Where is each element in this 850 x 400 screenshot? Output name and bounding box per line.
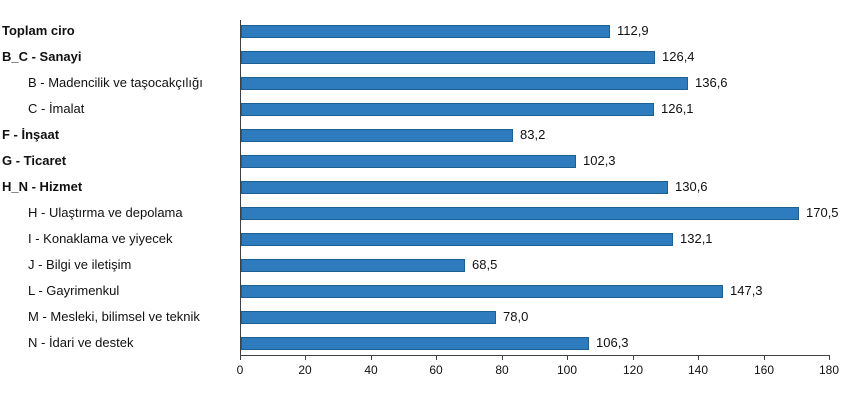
x-tick-label: 120 bbox=[622, 363, 644, 377]
category-label: Toplam ciro bbox=[2, 23, 75, 38]
bar bbox=[241, 233, 673, 246]
x-tick-label: 0 bbox=[236, 363, 244, 377]
x-tick-label: 140 bbox=[687, 363, 709, 377]
x-tick-label: 80 bbox=[495, 363, 509, 377]
value-label: 112,9 bbox=[617, 23, 649, 38]
x-tick-mark bbox=[829, 355, 830, 360]
bar bbox=[241, 181, 668, 194]
x-tick-mark bbox=[567, 355, 568, 360]
x-tick-mark bbox=[633, 355, 634, 360]
bar bbox=[241, 103, 654, 116]
bar bbox=[241, 207, 799, 220]
x-tick-label: 60 bbox=[429, 363, 443, 377]
x-tick-mark bbox=[764, 355, 765, 360]
category-label: C - İmalat bbox=[28, 101, 85, 116]
category-label: J - Bilgi ve iletişim bbox=[28, 257, 132, 272]
bar bbox=[241, 259, 465, 272]
x-tick-mark bbox=[240, 355, 241, 360]
x-tick-label: 20 bbox=[298, 363, 312, 377]
category-label: I - Konaklama ve yiyecek bbox=[28, 231, 173, 246]
value-label: 136,6 bbox=[695, 75, 728, 90]
value-label: 106,3 bbox=[596, 335, 629, 350]
bar bbox=[241, 311, 496, 324]
category-label: B_C - Sanayi bbox=[2, 49, 82, 64]
bar bbox=[241, 25, 610, 38]
bar bbox=[241, 77, 688, 90]
value-label: 147,3 bbox=[730, 283, 763, 298]
x-tick-mark bbox=[305, 355, 306, 360]
category-label: N - İdari ve destek bbox=[28, 335, 134, 350]
value-label: 170,5 bbox=[806, 205, 839, 220]
value-label: 132,1 bbox=[680, 231, 713, 246]
x-tick-mark bbox=[371, 355, 372, 360]
x-axis-line bbox=[240, 355, 830, 356]
x-tick-label: 180 bbox=[818, 363, 840, 377]
x-tick-mark bbox=[436, 355, 437, 360]
category-label: H - Ulaştırma ve depolama bbox=[28, 205, 183, 220]
x-tick-label: 100 bbox=[556, 363, 578, 377]
bar bbox=[241, 51, 655, 64]
category-label: H_N - Hizmet bbox=[2, 179, 83, 194]
value-label: 68,5 bbox=[472, 257, 498, 272]
category-label: F - İnşaat bbox=[2, 127, 60, 142]
category-label: M - Mesleki, bilimsel ve teknik bbox=[28, 309, 200, 324]
bar bbox=[241, 285, 723, 298]
value-label: 78,0 bbox=[503, 309, 529, 324]
x-tick-mark bbox=[698, 355, 699, 360]
x-tick-label: 160 bbox=[753, 363, 775, 377]
value-label: 130,6 bbox=[675, 179, 708, 194]
y-axis-line bbox=[240, 20, 241, 356]
category-label: L - Gayrimenkul bbox=[28, 283, 120, 298]
bar bbox=[241, 129, 513, 142]
bar bbox=[241, 337, 589, 350]
category-label: G - Ticaret bbox=[2, 153, 67, 168]
x-tick-mark bbox=[502, 355, 503, 360]
x-tick-label: 40 bbox=[364, 363, 378, 377]
value-label: 102,3 bbox=[583, 153, 616, 168]
value-label: 83,2 bbox=[520, 127, 546, 142]
category-label: B - Madencilik ve taşocakçılığı bbox=[28, 75, 203, 90]
value-label: 126,4 bbox=[662, 49, 695, 64]
value-label: 126,1 bbox=[661, 101, 694, 116]
bar bbox=[241, 155, 576, 168]
